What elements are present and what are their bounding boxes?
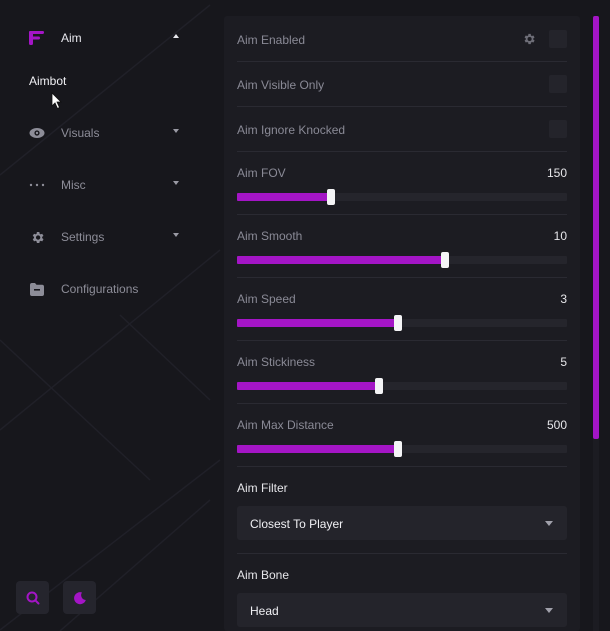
- slider-fill: [237, 193, 331, 201]
- slider-fill: [237, 445, 398, 453]
- sidebar-item-label: Configurations: [61, 282, 139, 296]
- slider-thumb[interactable]: [394, 315, 402, 331]
- setting-label: Aim Enabled: [237, 33, 306, 47]
- chevron-up-icon: [173, 34, 179, 38]
- slider-thumb[interactable]: [441, 252, 449, 268]
- setting-label: Aim Visible Only: [237, 78, 325, 92]
- setting-label: Aim Speed: [237, 292, 296, 306]
- moon-icon: [73, 591, 86, 604]
- setting-row-aim-smooth: Aim Smooth 10: [237, 215, 567, 278]
- search-icon: [26, 591, 39, 604]
- slider-fill: [237, 382, 379, 390]
- setting-row-aim-enabled: Aim Enabled: [237, 16, 567, 62]
- setting-row-aim-fov: Aim FOV 150: [237, 152, 567, 215]
- setting-row-aim-visible-only: Aim Visible Only: [237, 62, 567, 107]
- chevron-down-icon: [173, 233, 179, 237]
- slider-value: 500: [546, 418, 567, 432]
- aim-fov-slider[interactable]: [237, 189, 567, 205]
- gear-icon[interactable]: [522, 32, 536, 46]
- slider-fill: [237, 319, 398, 327]
- sidebar-item-visuals[interactable]: Visuals: [29, 122, 179, 144]
- select-value: Head: [250, 604, 279, 618]
- sidebar-item-label: Visuals: [61, 126, 100, 140]
- slider-value: 3: [560, 292, 567, 306]
- slider-thumb[interactable]: [375, 378, 383, 394]
- aim-bone-label: Aim Bone: [237, 568, 290, 582]
- slider-thumb[interactable]: [394, 441, 402, 457]
- slider-value: 5: [560, 355, 567, 369]
- sidebar-item-aim[interactable]: Aim: [29, 27, 179, 49]
- aim-filter-label: Aim Filter: [237, 481, 288, 495]
- setting-row-aim-speed: Aim Speed 3: [237, 278, 567, 341]
- dots-icon: [29, 177, 45, 193]
- caret-down-icon: [545, 521, 553, 526]
- sidebar: Aim Aimbot Visuals Misc: [0, 0, 210, 631]
- setting-label: Aim Stickiness: [237, 355, 316, 369]
- setting-label: Aim Max Distance: [237, 418, 334, 432]
- eye-icon: [29, 125, 45, 141]
- aim-enabled-checkbox[interactable]: [549, 30, 567, 48]
- divider: [237, 553, 567, 554]
- aim-max-distance-slider[interactable]: [237, 441, 567, 457]
- chevron-down-icon: [173, 181, 179, 185]
- scrollbar-thumb[interactable]: [593, 16, 599, 439]
- setting-row-aim-max-distance: Aim Max Distance 500: [237, 404, 567, 467]
- aim-logo-icon: [29, 30, 45, 46]
- slider-thumb[interactable]: [327, 189, 335, 205]
- aim-stickiness-slider[interactable]: [237, 378, 567, 394]
- caret-down-icon: [545, 608, 553, 613]
- slider-value: 10: [553, 229, 567, 243]
- sidebar-item-label: Settings: [61, 230, 105, 244]
- setting-label: Aim Ignore Knocked: [237, 123, 346, 137]
- aim-ignore-knocked-checkbox[interactable]: [549, 120, 567, 138]
- aim-filter-select[interactable]: Closest To Player: [237, 506, 567, 540]
- aimbot-settings-panel: Aim Enabled Aim Visible Only Aim Ignore …: [224, 16, 580, 631]
- setting-row-aim-stickiness: Aim Stickiness 5: [237, 341, 567, 404]
- aim-bone-select[interactable]: Head: [237, 593, 567, 627]
- gear-icon: [29, 229, 45, 245]
- sidebar-item-misc[interactable]: Misc: [29, 174, 179, 196]
- sidebar-item-label: Misc: [61, 178, 86, 192]
- slider-value: 150: [546, 166, 567, 180]
- slider-fill: [237, 256, 445, 264]
- aim-smooth-slider[interactable]: [237, 252, 567, 268]
- aim-visible-only-checkbox[interactable]: [549, 75, 567, 93]
- theme-toggle-button[interactable]: [63, 581, 96, 614]
- select-value: Closest To Player: [250, 517, 344, 531]
- folder-icon: [29, 281, 45, 297]
- sidebar-subitem-aimbot[interactable]: Aimbot: [29, 74, 67, 88]
- setting-row-aim-ignore-knocked: Aim Ignore Knocked: [237, 107, 567, 152]
- sidebar-item-configurations[interactable]: Configurations: [29, 278, 179, 300]
- setting-label: Aim Smooth: [237, 229, 303, 243]
- chevron-down-icon: [173, 129, 179, 133]
- aim-speed-slider[interactable]: [237, 315, 567, 331]
- setting-label: Aim FOV: [237, 166, 286, 180]
- search-button[interactable]: [16, 581, 49, 614]
- mouse-cursor-icon: [51, 92, 62, 110]
- sidebar-item-settings[interactable]: Settings: [29, 226, 179, 248]
- sidebar-item-label: Aim: [61, 31, 82, 45]
